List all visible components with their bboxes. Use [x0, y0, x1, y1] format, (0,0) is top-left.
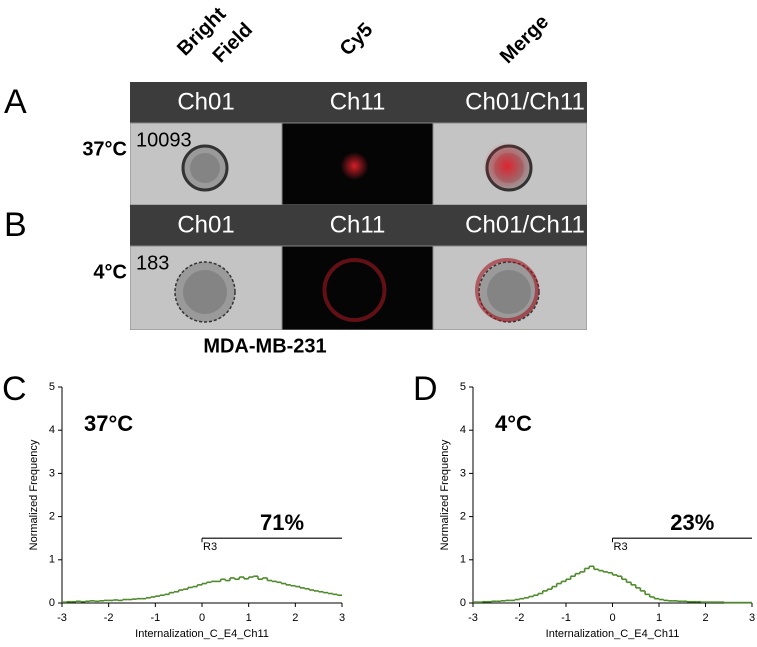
channel-label: Ch11 — [330, 211, 386, 238]
cell-inner — [190, 153, 220, 183]
object-id: 183 — [136, 252, 169, 274]
y-tick-label: 3 — [460, 467, 466, 479]
panel-label: B — [4, 206, 27, 244]
x-tick-label: -2 — [104, 612, 114, 624]
channel-label: Ch01/Ch11 — [465, 211, 585, 238]
red-signal — [475, 258, 539, 322]
x-tick-label: 2 — [702, 612, 708, 624]
gate-percent: 71% — [260, 510, 304, 535]
channel-strip — [130, 205, 587, 246]
y-tick-label: 2 — [460, 511, 466, 523]
x-tick-label: -2 — [515, 612, 525, 624]
channel-label: Ch11 — [330, 88, 386, 115]
x-tick-label: -3 — [57, 612, 67, 624]
object-id: 10093 — [136, 129, 192, 151]
y-tick-label: 1 — [460, 554, 466, 566]
chart-title: 37°C — [84, 411, 133, 436]
y-tick-label: 1 — [49, 554, 55, 566]
y-tick-label: 5 — [49, 381, 55, 393]
x-axis-label: Internalization_C_E4_Ch11 — [135, 628, 269, 640]
row-condition: 37°C — [82, 138, 127, 160]
x-tick-label: 1 — [246, 612, 252, 624]
chart-title: 4°C — [495, 411, 532, 436]
y-tick-label: 0 — [460, 597, 466, 609]
image-grid: Ch01 Ch11 Ch01/Ch11 10093 Ch01 Ch11 Ch01/Ch11 1… — [130, 82, 587, 330]
gate-percent: 23% — [670, 510, 714, 535]
cell-inner — [487, 270, 531, 314]
red-signal — [322, 258, 387, 322]
panel-label: A — [4, 83, 27, 121]
y-tick-label: 4 — [49, 424, 55, 436]
x-tick-label: 3 — [749, 612, 755, 624]
x-tick-label: -1 — [150, 612, 160, 624]
x-tick-label: -1 — [561, 612, 571, 624]
panel-label: D — [413, 370, 438, 408]
column-header: Cy5 — [336, 19, 378, 61]
column-header-line: Merge — [496, 11, 553, 68]
column-header-line: Cy5 — [336, 19, 378, 61]
x-tick-label: 3 — [339, 612, 345, 624]
red-signal — [340, 152, 369, 180]
y-tick-label: 0 — [49, 597, 55, 609]
gate-name: R3 — [203, 541, 217, 553]
x-tick-label: 0 — [199, 612, 205, 624]
y-axis-label: Normalized Frequency — [439, 439, 451, 550]
row-condition: 4°C — [93, 261, 127, 283]
column-header: Merge — [496, 11, 553, 68]
channel-label: Ch01 — [177, 211, 234, 238]
y-tick-label: 4 — [460, 424, 466, 436]
red-signal — [483, 142, 531, 190]
cell-inner — [183, 270, 227, 314]
x-axis-label: Internalization_C_E4_Ch11 — [546, 628, 680, 640]
panel-label: C — [2, 370, 27, 408]
y-tick-label: 2 — [49, 511, 55, 523]
gate-name: R3 — [614, 541, 628, 553]
channel-label: Ch01 — [177, 88, 234, 115]
x-tick-label: 2 — [292, 612, 298, 624]
y-axis-label: Normalized Frequency — [28, 439, 40, 550]
cell-line-label: MDA-MB-231 — [203, 335, 326, 357]
x-tick-label: 0 — [609, 612, 615, 624]
x-tick-label: 1 — [656, 612, 662, 624]
y-tick-label: 3 — [49, 467, 55, 479]
y-tick-label: 5 — [460, 381, 466, 393]
x-tick-label: -3 — [468, 612, 478, 624]
channel-label: Ch01/Ch11 — [465, 88, 585, 115]
channel-strip — [130, 82, 587, 123]
